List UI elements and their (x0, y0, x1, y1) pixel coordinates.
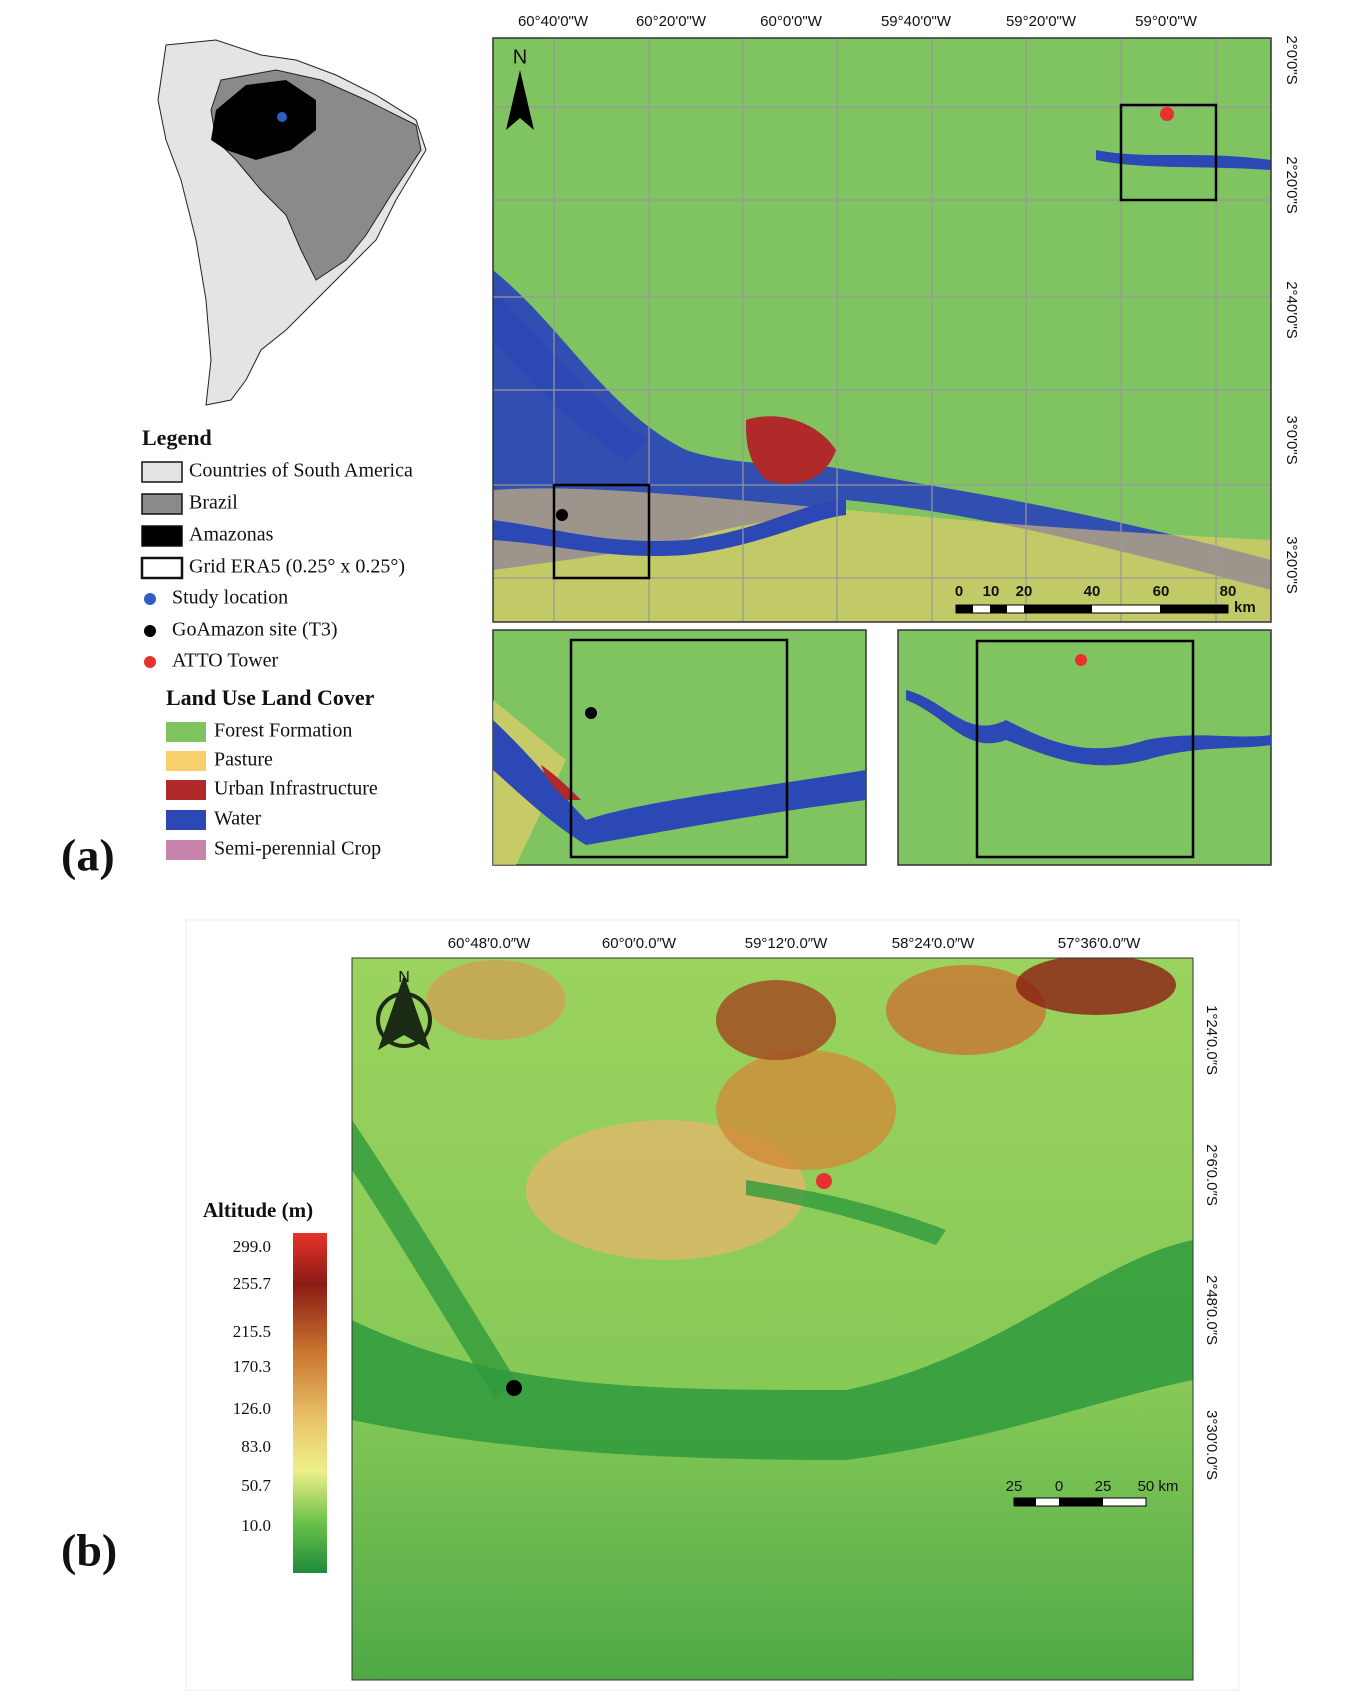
legend-item: Water (214, 808, 262, 830)
colorbar-label: 126.0 (233, 1399, 271, 1418)
scale-label: 25 (1006, 1478, 1023, 1495)
legend-item: Urban Infrastructure (214, 778, 378, 800)
dem-map (352, 958, 1193, 1680)
longitude-label: 58°24′0.0″W (892, 935, 975, 952)
colorbar-label: 255.7 (233, 1274, 272, 1293)
scale-label: 0 (955, 583, 963, 600)
colorbar-label: 170.3 (233, 1357, 271, 1376)
legend-item: Brazil (189, 492, 238, 514)
longitude-label: 59°40'0"W (881, 13, 952, 30)
scale-label: 50 km (1138, 1478, 1179, 1495)
legend-item: Countries of South America (189, 460, 413, 482)
longitude-label: 59°20'0"W (1006, 13, 1077, 30)
longitude-label: 60°40'0"W (518, 13, 589, 30)
latitude-label: 3°30′0.0″S (1203, 1410, 1220, 1480)
longitude-label: 60°20'0"W (636, 13, 707, 30)
scale-label: 80 (1220, 583, 1237, 600)
legend-item: Pasture (214, 749, 273, 771)
inset-goamazon (492, 629, 867, 866)
latitude-label: 2°40'0"S (1283, 281, 1300, 339)
colorbar-label: 215.5 (233, 1322, 271, 1341)
latitude-label: 2°6′0.0″S (1203, 1144, 1220, 1206)
scale-label: 10 (983, 583, 1000, 600)
legend-item: GoAmazon site (T3) (172, 619, 338, 641)
scale-label: 25 (1095, 1478, 1112, 1495)
legend-title: Legend (142, 425, 212, 450)
panel-label: (a) (61, 830, 115, 881)
scale-label: 40 (1084, 583, 1101, 600)
legend-title: Land Use Land Cover (166, 685, 375, 710)
legend-item: Semi-perennial Crop (214, 838, 381, 860)
latitude-label: 2°48′0.0″S (1203, 1275, 1220, 1345)
scale-label: 0 (1055, 1478, 1063, 1495)
legend-item: Grid ERA5 (0.25° x 0.25°) (189, 556, 405, 578)
colorbar (293, 1233, 327, 1573)
north-label: N (398, 969, 410, 986)
legend-symbols (140, 461, 206, 860)
longitude-label: 60°0'0"W (760, 13, 823, 30)
legend-item: ATTO Tower (172, 650, 279, 672)
latitude-label: 2°20'0"S (1283, 156, 1300, 214)
scale-label: 20 (1016, 583, 1033, 600)
latitude-label: 1°24′0.0″S (1203, 1005, 1220, 1075)
colorbar-label: 50.7 (241, 1476, 271, 1495)
legend-item: Study location (172, 587, 288, 609)
locator-map (157, 39, 427, 406)
latitude-label: 2°0'0"S (1283, 35, 1300, 84)
longitude-label: 57°36′0.0″W (1058, 935, 1141, 952)
latitude-label: 3°20'0"S (1283, 536, 1300, 594)
longitude-label: 60°0′0.0″W (602, 935, 677, 952)
legend-item: Forest Formation (214, 720, 352, 742)
scale-bar-a (955, 604, 1229, 614)
lulc-map (493, 38, 1271, 622)
longitude-label: 59°0'0"W (1135, 13, 1198, 30)
scale-label: 60 (1153, 583, 1170, 600)
panel-label: (b) (61, 1525, 117, 1576)
colorbar-label: 83.0 (241, 1437, 271, 1456)
colorbar-title: Altitude (m) (203, 1198, 313, 1222)
longitude-label: 60°48′0.0″W (448, 935, 531, 952)
scale-bar-b (1013, 1497, 1147, 1507)
latitude-label: 3°0'0"S (1283, 415, 1300, 464)
scale-unit: km (1234, 599, 1256, 616)
dem-frame (351, 957, 1194, 1681)
colorbar-label: 299.0 (233, 1237, 271, 1256)
legend-item: Amazonas (189, 524, 274, 546)
colorbar-label: 10.0 (241, 1516, 271, 1535)
inset-atto (897, 629, 1272, 866)
north-label: N (513, 46, 527, 68)
longitude-label: 59°12′0.0″W (745, 935, 828, 952)
